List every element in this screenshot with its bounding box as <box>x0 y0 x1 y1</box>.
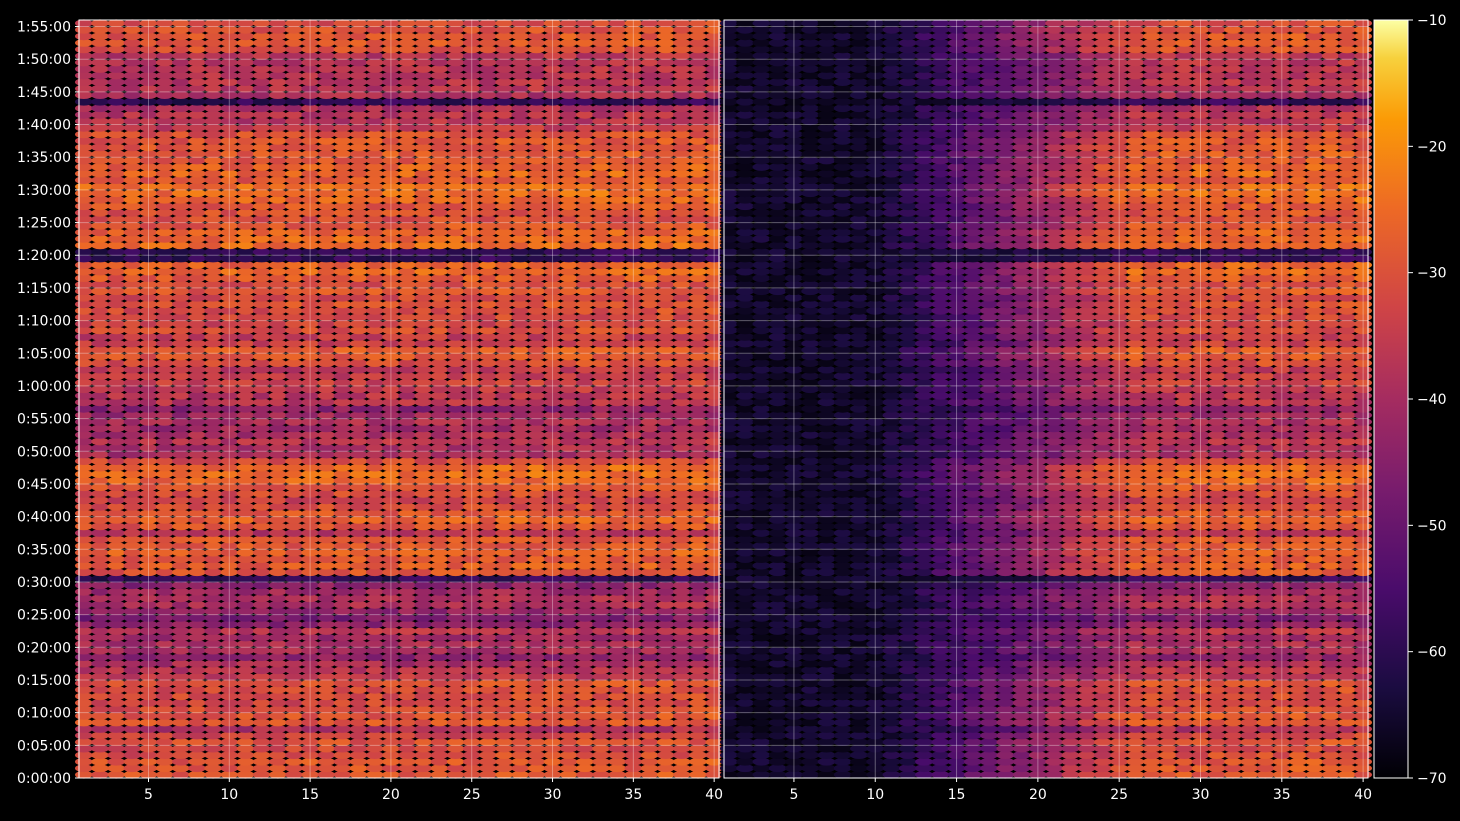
heatmap-cell <box>188 19 206 27</box>
heatmap-cell <box>91 19 109 27</box>
heatmap-cell <box>318 19 336 27</box>
heatmap-cell <box>528 19 546 27</box>
left-panel <box>75 19 723 778</box>
heatmap-cell <box>608 19 626 27</box>
heatmap-cell <box>107 19 125 27</box>
heatmap-cell <box>204 19 222 27</box>
heatmap-cell <box>673 19 691 27</box>
heatmap-cell <box>495 19 513 27</box>
heatmap-cell <box>269 19 287 27</box>
heatmap-cell <box>479 19 497 27</box>
heatmap-cell <box>447 19 465 27</box>
heatmap-cell <box>253 19 271 27</box>
heatmap-cell <box>350 19 368 27</box>
heatmap-cell <box>75 19 93 27</box>
heatmap-cell <box>398 19 416 27</box>
heatmap-cell <box>657 19 675 27</box>
heatmap-cell <box>576 19 594 27</box>
right-panel <box>720 19 1372 778</box>
heatmap-cell <box>172 19 190 27</box>
heatmap-cell <box>285 19 303 27</box>
heatmap-cell <box>689 19 707 27</box>
heatmap-cell <box>334 19 352 27</box>
heatmap-cell <box>124 19 142 27</box>
heatmap-cell <box>560 19 578 27</box>
heatmap-cell <box>237 19 255 27</box>
heatmap-cell <box>431 19 449 27</box>
heatmap-cell <box>414 19 432 27</box>
heatmap-cell <box>156 19 174 27</box>
heatmap-cell <box>511 19 529 27</box>
heatmap-cell <box>592 19 610 27</box>
heatmap-cell <box>366 19 384 27</box>
heatmap-cell <box>641 19 659 27</box>
